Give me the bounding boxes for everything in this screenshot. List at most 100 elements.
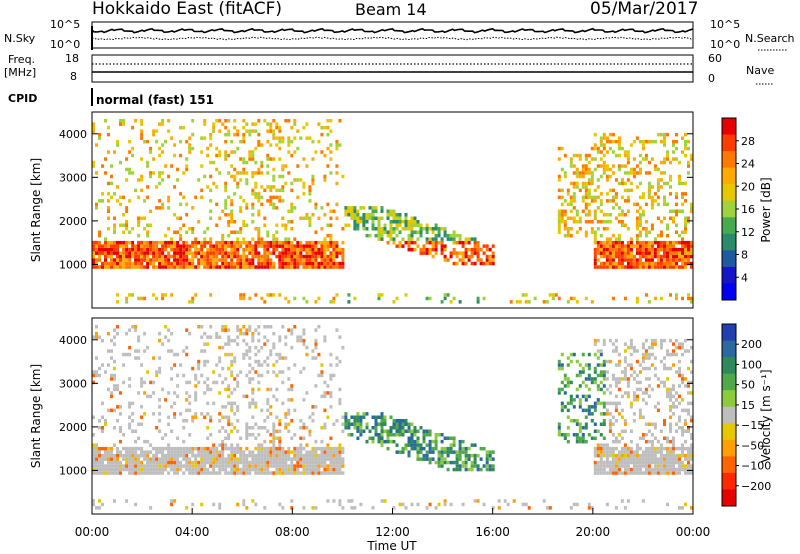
power-cell: [182, 195, 186, 200]
velocity-cell: [305, 352, 309, 357]
velocity-cell: [185, 391, 189, 395]
power-cell: [650, 244, 654, 248]
power-cell: [681, 192, 684, 196]
velocity-cell: [215, 331, 219, 336]
velocity-cell: [446, 460, 450, 465]
velocity-cell: [410, 433, 414, 437]
velocity-cell: [110, 453, 113, 458]
power-cell: [440, 244, 444, 248]
power-cell: [227, 129, 231, 133]
power-cell: [122, 258, 126, 262]
power-cell: [644, 233, 648, 238]
power-cell: [98, 254, 101, 259]
power-cell: [314, 230, 318, 234]
power-cell: [227, 261, 231, 266]
velocity-cell: [425, 453, 429, 458]
power-cell: [563, 220, 567, 224]
power-cell: [690, 300, 693, 304]
velocity-cell: [101, 363, 104, 367]
velocity-cell: [587, 373, 591, 378]
velocity-cell: [149, 471, 153, 475]
power-cell: [317, 122, 321, 126]
power-cell: [269, 143, 273, 147]
velocity-cell: [110, 471, 113, 475]
power-cell: [137, 216, 141, 220]
power-cell: [173, 185, 177, 189]
velocity-cell: [524, 502, 528, 507]
power-cell: [614, 247, 618, 252]
velocity-cell: [620, 460, 624, 465]
power-cell: [299, 178, 303, 182]
velocity-cell: [143, 349, 147, 353]
power-cell: [101, 247, 104, 252]
velocity-cell: [275, 429, 279, 433]
power-cell: [239, 244, 243, 248]
velocity-cell: [569, 506, 573, 510]
velocity-cell: [242, 464, 246, 468]
velocity-cell: [416, 502, 420, 507]
velocity-cell: [644, 422, 648, 426]
velocity-cell: [350, 422, 354, 426]
power-cell: [656, 244, 660, 248]
velocity-cell: [470, 460, 474, 465]
power-cell: [608, 265, 612, 269]
power-cell: [209, 132, 213, 137]
power-cell: [431, 254, 435, 259]
power-cell: [647, 244, 651, 248]
velocity-colorbar-label: Velocity [m s⁻¹]: [759, 369, 773, 462]
velocity-cell: [236, 373, 240, 378]
power-cell: [593, 240, 597, 245]
power-cell: [317, 265, 321, 269]
power-cell: [666, 265, 669, 269]
power-cell: [176, 258, 180, 262]
power-cell: [672, 251, 675, 255]
velocity-cell: [251, 391, 255, 395]
power-cell: [218, 171, 222, 175]
power-cell: [323, 258, 327, 262]
velocity-cell: [302, 331, 306, 336]
power-cell: [140, 119, 144, 123]
power-cell: [251, 213, 255, 217]
velocity-cell: [681, 443, 684, 447]
velocity-cell: [263, 325, 267, 329]
velocity-cell: [218, 412, 222, 416]
power-cell: [326, 223, 330, 227]
velocity-cell: [125, 352, 129, 357]
power-cell: [95, 206, 98, 210]
colorbar-swatch: [722, 250, 736, 268]
velocity-cell: [335, 446, 339, 451]
power-cell: [656, 254, 660, 259]
power-cell: [266, 251, 270, 255]
velocity-cell: [599, 352, 603, 357]
power-cell: [557, 227, 561, 231]
velocity-cell: [416, 446, 420, 451]
velocity-cell: [629, 429, 633, 433]
power-cell: [191, 261, 195, 266]
velocity-cell: [215, 380, 219, 385]
velocity-cell: [281, 471, 285, 475]
velocity-cell: [206, 453, 210, 458]
power-cell: [464, 251, 468, 255]
power-cell: [191, 230, 195, 234]
power-cell: [620, 164, 624, 168]
velocity-cell: [608, 419, 612, 423]
velocity-cell: [290, 467, 294, 472]
velocity-cell: [491, 467, 495, 472]
velocity-cell: [669, 338, 672, 343]
power-cell: [290, 220, 294, 224]
velocity-cell: [599, 370, 603, 374]
velocity-cell: [164, 464, 168, 468]
velocity-cell: [107, 471, 110, 475]
velocity-cell: [200, 373, 204, 378]
velocity-cell: [656, 408, 660, 413]
power-cell: [272, 185, 276, 189]
velocity-cell: [620, 446, 624, 451]
power-cell: [317, 240, 321, 245]
velocity-cell: [659, 359, 663, 364]
velocity-cell: [593, 338, 597, 343]
velocity-cell: [687, 446, 690, 451]
power-cell: [332, 244, 336, 248]
velocity-cell: [407, 450, 411, 454]
velocity-cell: [410, 446, 414, 451]
velocity-cell: [395, 433, 399, 437]
